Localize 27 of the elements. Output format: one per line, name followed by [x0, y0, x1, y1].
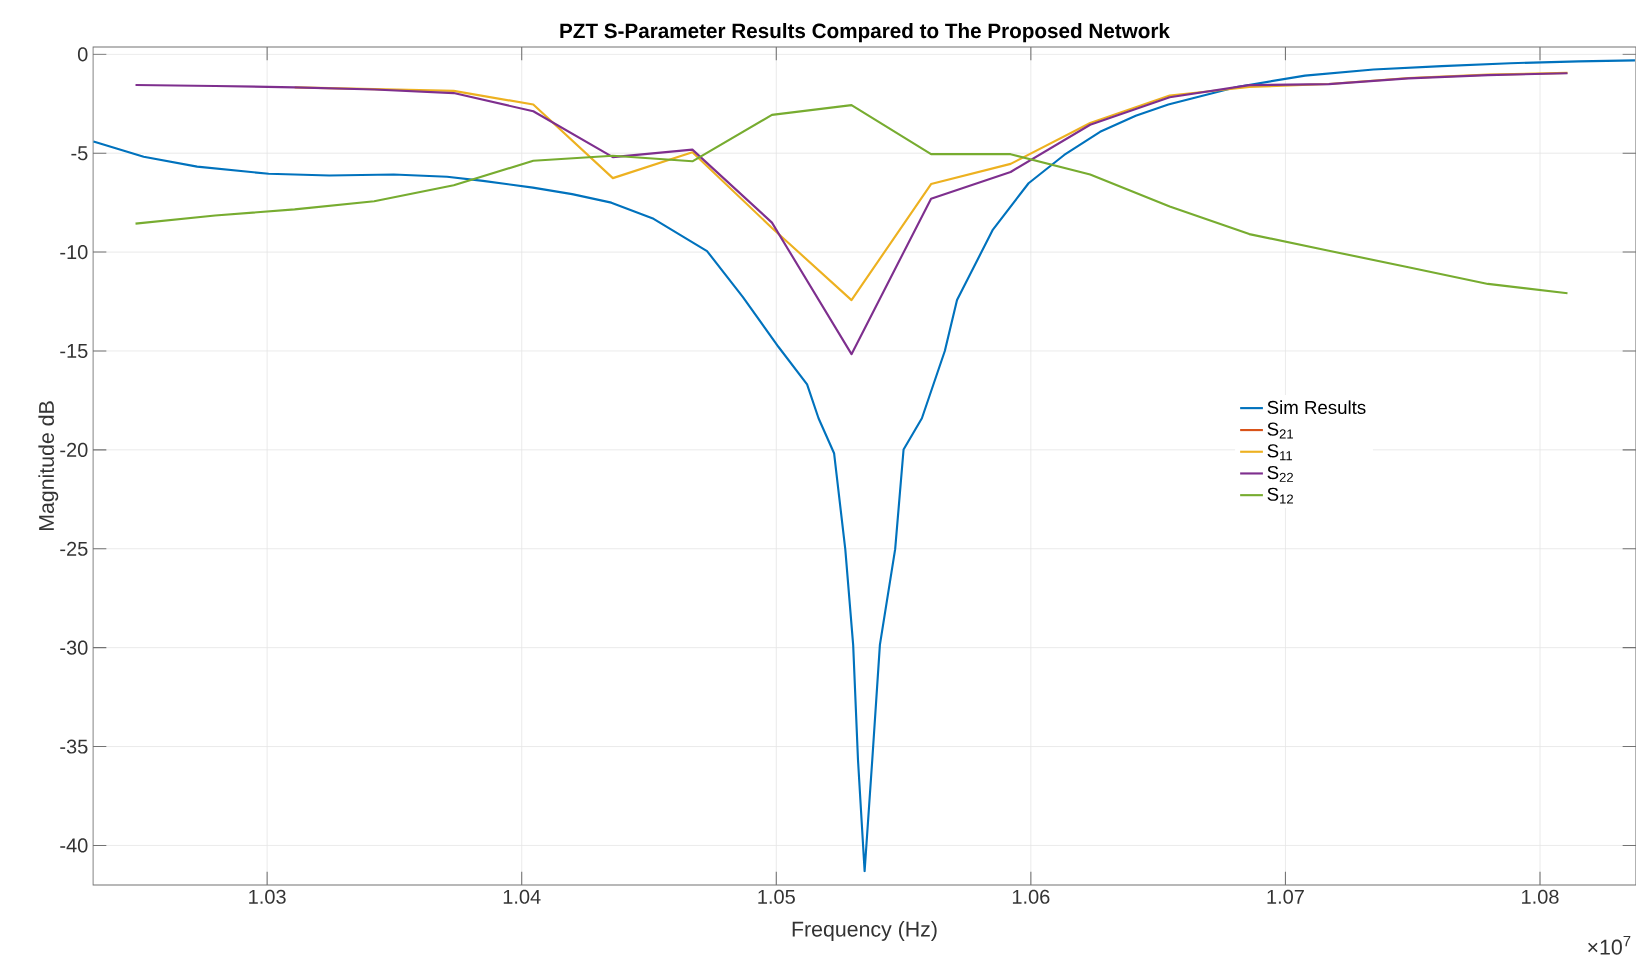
x-tick-label: 1.05 [758, 889, 795, 904]
y-tick-label: -15 [60, 344, 88, 358]
x-tick-label: 1.07 [1267, 889, 1304, 904]
line-series [93, 59, 1636, 873]
x-tick-label: 1.04 [503, 889, 541, 904]
y-tick-label: -5 [71, 146, 88, 161]
y-tick-label: -30 [60, 640, 88, 655]
x-tick-label: 1.08 [1522, 889, 1559, 904]
y-tick-label: -35 [60, 739, 88, 754]
x-tick-label: 1.06 [1012, 889, 1050, 904]
y-tick-label: 0 [77, 47, 88, 62]
y-tick-label: -20 [60, 442, 88, 457]
y-tick-label: -10 [60, 245, 88, 260]
legend-label: Sim Results [1267, 400, 1366, 415]
x-axis-title: Frequency (Hz) [792, 921, 937, 941]
chart-title: PZT S-Parameter Results Compared to The Proposed Network [560, 23, 1170, 43]
y-tick-label: -40 [60, 838, 88, 853]
y-tick-label: -25 [60, 541, 88, 556]
x-tick-label: 1.03 [249, 889, 286, 904]
line-series [134, 104, 1569, 295]
legend-label: S$_{11}$ [1267, 444, 1293, 461]
text: ×10$^{7}$ [1588, 935, 1631, 955]
line-series [134, 72, 1569, 356]
legend-label: S$_{12}$ [1267, 487, 1293, 504]
y-axis-title: Magnitude dB [38, 401, 59, 531]
legend-label: S$_{21}$ [1267, 422, 1293, 439]
legend-label: S$_{22}$ [1267, 465, 1293, 482]
